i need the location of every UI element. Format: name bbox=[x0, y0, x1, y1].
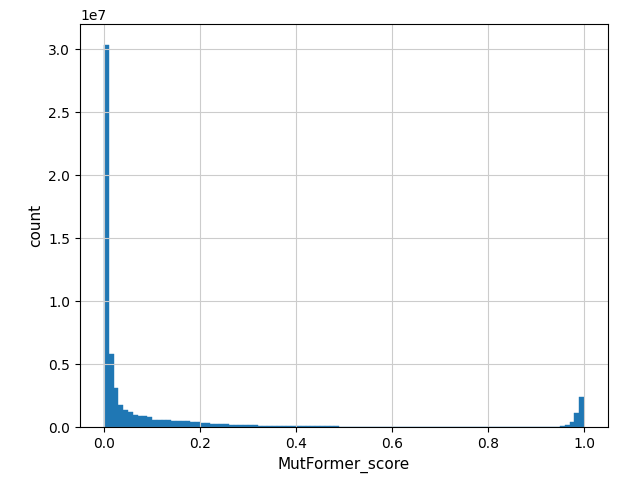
Bar bbox=[320, 426, 325, 427]
Bar bbox=[564, 425, 570, 427]
X-axis label: MutFormer_score: MutFormer_score bbox=[278, 456, 410, 473]
Bar bbox=[325, 426, 330, 427]
Bar bbox=[114, 388, 118, 427]
Bar bbox=[234, 425, 239, 427]
Bar bbox=[210, 423, 214, 427]
Bar bbox=[176, 421, 181, 427]
Bar bbox=[147, 417, 152, 427]
Bar bbox=[296, 426, 301, 427]
Bar bbox=[276, 426, 282, 427]
Bar bbox=[229, 424, 234, 427]
Bar bbox=[172, 420, 176, 427]
Bar bbox=[306, 426, 310, 427]
Bar bbox=[291, 426, 296, 427]
Bar bbox=[248, 425, 253, 427]
Bar bbox=[282, 426, 287, 427]
Bar bbox=[268, 426, 272, 427]
Bar bbox=[133, 415, 138, 427]
Bar bbox=[118, 405, 123, 427]
Bar bbox=[214, 424, 219, 427]
Bar bbox=[181, 421, 186, 427]
Bar bbox=[186, 421, 191, 427]
Bar bbox=[272, 426, 277, 427]
Bar bbox=[195, 422, 200, 427]
Bar bbox=[310, 426, 315, 427]
Bar bbox=[239, 425, 243, 427]
Bar bbox=[315, 426, 320, 427]
Bar bbox=[258, 426, 262, 427]
Bar bbox=[109, 354, 114, 427]
Bar bbox=[253, 425, 258, 427]
Bar bbox=[262, 426, 268, 427]
Bar bbox=[157, 420, 162, 427]
Bar bbox=[301, 426, 306, 427]
Bar bbox=[560, 426, 564, 427]
Y-axis label: count: count bbox=[28, 204, 43, 247]
Bar bbox=[104, 46, 109, 427]
Bar bbox=[161, 420, 166, 427]
Bar bbox=[138, 416, 142, 427]
Bar bbox=[224, 424, 229, 427]
Bar bbox=[570, 422, 574, 427]
Bar bbox=[200, 423, 205, 427]
Bar bbox=[166, 420, 172, 427]
Bar bbox=[330, 426, 335, 427]
Bar bbox=[143, 417, 147, 427]
Bar bbox=[191, 421, 195, 427]
Bar bbox=[152, 420, 157, 427]
Bar bbox=[579, 397, 584, 427]
Bar bbox=[128, 412, 133, 427]
Bar bbox=[243, 425, 248, 427]
Bar bbox=[205, 423, 210, 427]
Bar bbox=[219, 424, 224, 427]
Bar bbox=[575, 413, 579, 427]
Bar bbox=[123, 409, 128, 427]
Bar bbox=[287, 426, 291, 427]
